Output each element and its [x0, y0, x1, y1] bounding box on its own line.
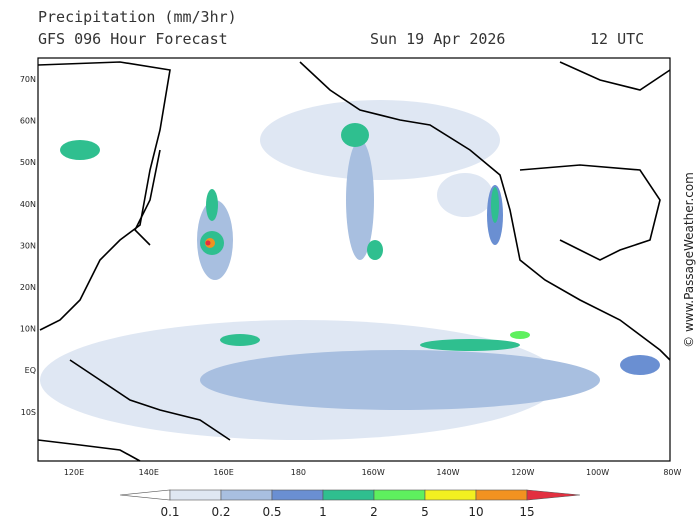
lon-label: 160E — [213, 468, 233, 477]
precip-field — [40, 100, 660, 440]
title: Precipitation (mm/3hr) — [38, 8, 237, 26]
lat-label: 30N — [20, 241, 36, 250]
lat-label: 50N — [20, 158, 36, 167]
valid-time: 12 UTC — [590, 30, 644, 48]
colorbar-end — [119, 489, 171, 501]
colorbar-segment — [271, 489, 324, 501]
lon-label: 140E — [139, 468, 159, 477]
lat-label: 70N — [20, 75, 36, 84]
colorbar-label: 0.5 — [262, 505, 281, 519]
lon-label: 100W — [586, 468, 609, 477]
lon-label: 120W — [511, 468, 534, 477]
lat-label: 60N — [20, 117, 36, 126]
colorbar-label: 0.2 — [211, 505, 230, 519]
colorbar-segment — [373, 489, 426, 501]
map — [37, 57, 671, 462]
lon-label: 140W — [436, 468, 459, 477]
lat-label: EQ — [25, 366, 36, 375]
credit: © www.PassageWeather.com — [682, 172, 696, 348]
lon-label: 120E — [64, 468, 84, 477]
colorbar-label: 2 — [370, 505, 378, 519]
lon-label: 80W — [663, 468, 681, 477]
coastlines — [37, 61, 671, 462]
colorbar-segment — [322, 489, 375, 501]
colorbar-segment — [220, 489, 273, 501]
subtitle: GFS 096 Hour Forecast — [38, 30, 228, 48]
lon-label: 180 — [291, 468, 306, 477]
colorbar-label: 1 — [319, 505, 327, 519]
lat-label: 10N — [20, 325, 36, 334]
lon-label: 160W — [362, 468, 385, 477]
lat-label: 40N — [20, 200, 36, 209]
lat-label: 20N — [20, 283, 36, 292]
colorbar-label: 15 — [519, 505, 534, 519]
colorbar-segment — [424, 489, 477, 501]
colorbar-label: 0.1 — [160, 505, 179, 519]
colorbar-segment — [475, 489, 528, 501]
colorbar-label: 10 — [468, 505, 483, 519]
valid-date: Sun 19 Apr 2026 — [370, 30, 505, 48]
colorbar-segment — [169, 489, 222, 501]
lat-label: 10S — [21, 408, 36, 417]
colorbar-label: 5 — [421, 505, 429, 519]
colorbar-end — [526, 489, 581, 501]
